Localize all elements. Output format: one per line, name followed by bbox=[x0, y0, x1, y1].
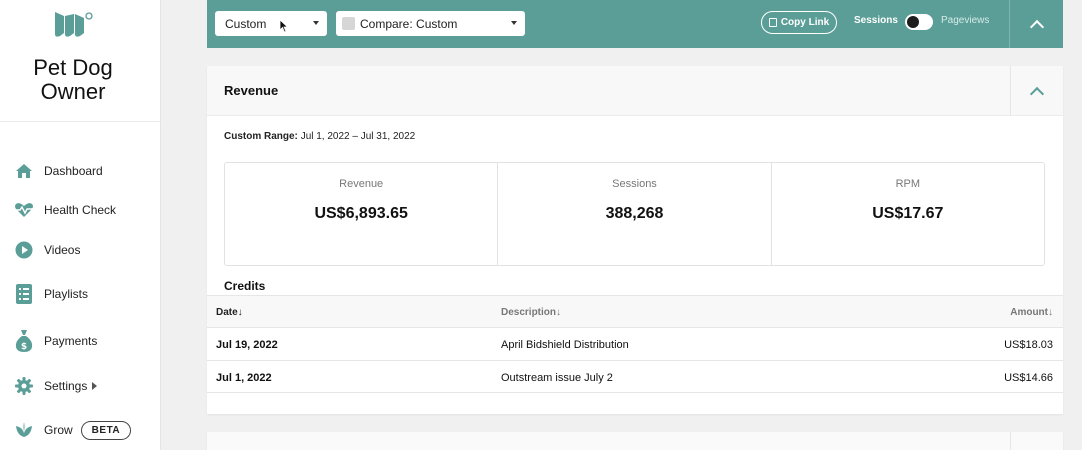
gear-icon bbox=[14, 376, 34, 396]
column-header-description[interactable]: Description↓ bbox=[501, 307, 562, 318]
sidebar-item-playlists[interactable]: Playlists bbox=[14, 282, 88, 306]
brand-logo-icon bbox=[55, 12, 93, 37]
date-range-summary: Custom Range: Jul 1, 2022 – Jul 31, 2022 bbox=[224, 131, 415, 142]
stat-label: Revenue bbox=[339, 178, 384, 190]
next-card bbox=[207, 432, 1063, 450]
credits-table: Date↓ Description↓ Amount↓ Jul 19, 2022 … bbox=[207, 295, 1063, 393]
sidebar-item-label: Payments bbox=[44, 334, 98, 348]
toggle-knob bbox=[907, 16, 919, 28]
card-divider bbox=[1010, 432, 1011, 450]
site-name: Pet Dog Owner bbox=[33, 55, 113, 104]
sidebar-item-grow[interactable]: Grow BETA bbox=[14, 418, 132, 442]
play-icon bbox=[14, 240, 34, 260]
sidebar-item-payments[interactable]: $ Payments bbox=[14, 329, 97, 353]
stat-value: US$6,893.65 bbox=[314, 205, 408, 222]
pageviews-toggle-label: Pageviews bbox=[941, 15, 990, 26]
sidebar-item-health-check[interactable]: Health Check bbox=[14, 198, 116, 222]
stat-rpm: RPM US$17.67 bbox=[772, 163, 1044, 265]
copy-link-button[interactable]: Copy Link bbox=[761, 11, 837, 34]
cell-description: Outstream issue July 2 bbox=[501, 372, 613, 384]
sidebar-item-dashboard[interactable]: Dashboard bbox=[14, 159, 103, 183]
range-value: Jul 1, 2022 – Jul 31, 2022 bbox=[300, 131, 416, 142]
sidebar-item-label: Health Check bbox=[44, 203, 117, 217]
stat-label: Sessions bbox=[612, 178, 657, 190]
revenue-card-header: Revenue bbox=[207, 66, 1063, 116]
range-label: Custom Range: bbox=[224, 131, 298, 142]
filter-bar: Custom Compare: Custom Copy Link Session… bbox=[207, 0, 1063, 48]
stat-value: US$17.67 bbox=[872, 205, 944, 222]
revenue-title: Revenue bbox=[224, 83, 279, 98]
collapse-filters-button[interactable] bbox=[1010, 0, 1063, 48]
stats-panel: Revenue US$6,893.65 Sessions 388,268 RPM… bbox=[224, 162, 1045, 266]
sessions-pageviews-toggle[interactable] bbox=[905, 14, 933, 30]
sidebar-item-settings[interactable]: Settings bbox=[14, 374, 98, 398]
date-range-select[interactable]: Custom bbox=[215, 11, 327, 36]
sidebar-item-videos[interactable]: Videos bbox=[14, 238, 80, 262]
sidebar-item-label: Videos bbox=[44, 243, 81, 257]
revenue-card: Revenue Custom Range: Jul 1, 2022 – Jul … bbox=[207, 66, 1063, 414]
cell-amount: US$18.03 bbox=[1004, 339, 1053, 351]
stat-value: 388,268 bbox=[605, 205, 664, 222]
copy-icon bbox=[768, 18, 777, 27]
sidebar-item-label: Dashboard bbox=[44, 164, 103, 178]
cell-date: Jul 1, 2022 bbox=[216, 372, 272, 384]
cell-description: April Bidshield Distribution bbox=[501, 339, 629, 351]
stat-sessions: Sessions 388,268 bbox=[498, 163, 772, 265]
table-row: Jul 19, 2022 April Bidshield Distributio… bbox=[207, 327, 1063, 360]
compare-value: Compare: Custom bbox=[360, 16, 458, 31]
money-bag-icon: $ bbox=[14, 330, 34, 352]
beta-badge: BETA bbox=[80, 420, 132, 440]
sessions-toggle-label: Sessions bbox=[854, 15, 898, 26]
sidebar-divider bbox=[0, 121, 161, 122]
caret-right-icon bbox=[92, 382, 98, 390]
column-header-date[interactable]: Date↓ bbox=[216, 307, 243, 318]
date-range-value: Custom bbox=[225, 16, 267, 31]
stat-revenue: Revenue US$6,893.65 bbox=[225, 163, 499, 265]
copy-link-label: Copy Link bbox=[780, 17, 830, 28]
chevron-up-icon bbox=[1029, 86, 1045, 101]
compare-color-swatch bbox=[342, 17, 355, 30]
column-header-amount[interactable]: Amount↓ bbox=[1010, 307, 1053, 318]
list-icon bbox=[14, 284, 34, 304]
chevron-up-icon bbox=[1029, 19, 1044, 34]
svg-text:$: $ bbox=[21, 342, 27, 352]
table-header-row: Date↓ Description↓ Amount↓ bbox=[207, 295, 1063, 327]
stat-label: RPM bbox=[895, 178, 921, 190]
collapse-revenue-button[interactable] bbox=[1010, 66, 1063, 116]
sidebar-item-label: Settings bbox=[44, 379, 88, 393]
compare-select[interactable]: Compare: Custom bbox=[336, 11, 525, 36]
page-scrollbar[interactable] bbox=[1068, 0, 1082, 450]
mouse-cursor-icon bbox=[279, 19, 289, 33]
dropdown-caret-icon bbox=[313, 21, 319, 25]
table-row: Jul 1, 2022 Outstream issue July 2 US$14… bbox=[207, 360, 1063, 393]
sidebar: Pet Dog Owner Dashboard Health Check Vid… bbox=[0, 0, 161, 450]
heartbeat-icon bbox=[14, 200, 34, 220]
filter-bar-divider bbox=[1009, 0, 1010, 48]
dropdown-caret-icon bbox=[511, 21, 517, 25]
credits-title: Credits bbox=[224, 279, 266, 293]
leaf-icon bbox=[14, 420, 34, 440]
sidebar-item-label: Playlists bbox=[44, 287, 89, 301]
cell-amount: US$14.66 bbox=[1004, 372, 1053, 384]
cell-date: Jul 19, 2022 bbox=[216, 339, 278, 351]
home-icon bbox=[14, 161, 34, 181]
sidebar-item-label: Grow bbox=[44, 423, 73, 437]
